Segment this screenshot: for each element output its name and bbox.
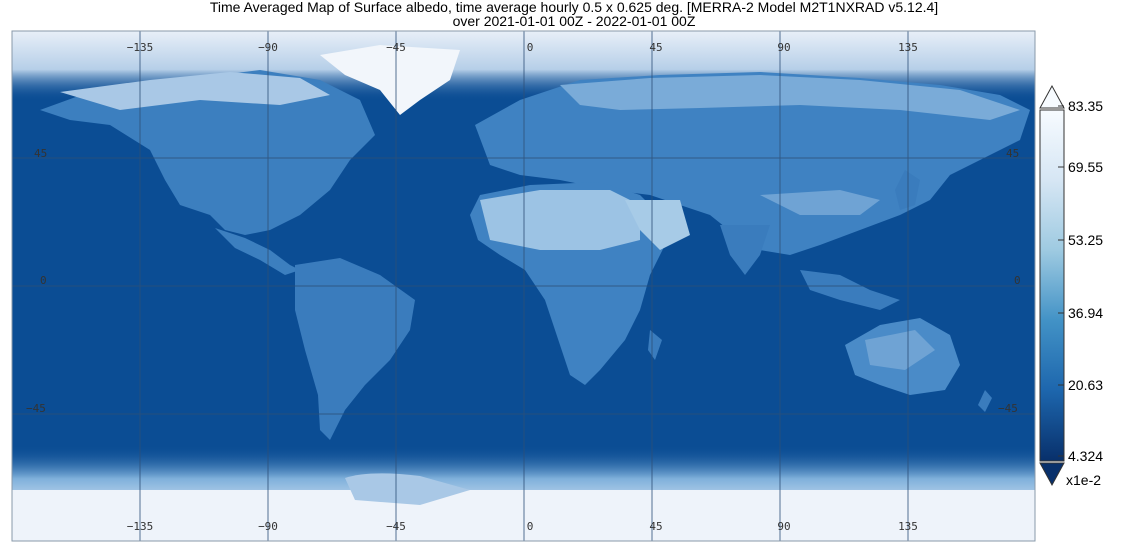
map-frame <box>11 30 1036 542</box>
eurasia <box>475 72 1030 255</box>
colorbar <box>1039 84 1065 487</box>
lon-tick-top: −135 <box>127 41 154 54</box>
colorbar-label: 20.63 <box>1068 377 1104 393</box>
lon-tick-top: −45 <box>386 41 406 54</box>
colorbar-label: 4.324 <box>1068 448 1104 464</box>
central-america <box>215 228 300 275</box>
lat-tick-right: 45 <box>1006 147 1019 160</box>
south-america <box>295 258 415 440</box>
lon-tick-top: 0 <box>527 41 534 54</box>
colorbar-label: 36.94 <box>1068 305 1104 321</box>
colorbar-gradient <box>1039 109 1065 462</box>
lat-tick-left: 0 <box>40 274 47 287</box>
colorbar-label: 83.35 <box>1068 98 1104 114</box>
lat-tick-left: −45 <box>26 402 46 415</box>
graticule <box>12 31 1035 541</box>
new-zealand <box>978 390 992 412</box>
colorbar-multiplier: x1e-2 <box>1066 472 1102 488</box>
india <box>720 225 770 275</box>
colorbar-min-arrow <box>1039 462 1065 487</box>
lat-tick-right: 0 <box>1014 274 1021 287</box>
lon-tick-top: 135 <box>898 41 918 54</box>
colorbar-label: 69.55 <box>1068 159 1104 175</box>
arctic-canada-snow <box>60 72 330 110</box>
colorbar-max-arrow <box>1039 84 1065 109</box>
lon-tick-bottom: −45 <box>386 520 406 533</box>
lon-tick-top: 90 <box>777 41 790 54</box>
lon-tick-top: 45 <box>649 41 662 54</box>
north-america <box>40 70 375 235</box>
lat-tick-right: −45 <box>998 402 1018 415</box>
lon-tick-bottom: 135 <box>898 520 918 533</box>
lat-tick-left: 45 <box>34 147 47 160</box>
greenland <box>320 45 460 115</box>
lon-tick-bottom: −135 <box>127 520 154 533</box>
tibet-plateau <box>760 190 880 215</box>
colorbar-label: 53.25 <box>1068 232 1104 248</box>
sahara-desert <box>480 190 640 250</box>
lon-tick-bottom: −90 <box>258 520 278 533</box>
chart-subtitle: over 2021-01-01 00Z - 2022-01-01 00Z <box>452 13 696 29</box>
ross-ice-shelf <box>345 473 470 505</box>
maritime-southeast-asia <box>800 270 900 310</box>
australia-interior <box>865 330 935 370</box>
siberia-snow <box>560 75 1020 120</box>
lon-tick-top: −90 <box>258 41 278 54</box>
chart-title: Time Averaged Map of Surface albedo, tim… <box>209 0 939 15</box>
lon-tick-bottom: 0 <box>527 520 534 533</box>
lon-tick-bottom: 90 <box>777 520 790 533</box>
lon-tick-bottom: 45 <box>649 520 662 533</box>
arabian-peninsula <box>625 200 690 250</box>
